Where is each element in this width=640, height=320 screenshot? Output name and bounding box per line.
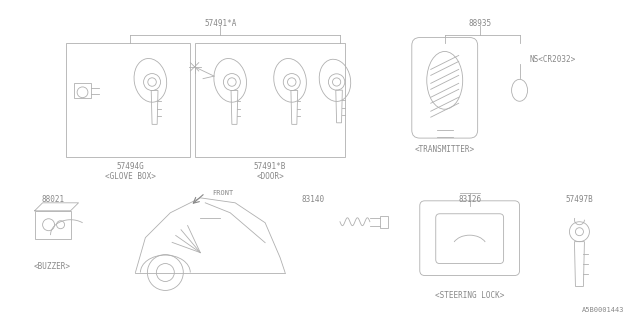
Text: 57497B: 57497B [566, 195, 593, 204]
Bar [74, 83, 92, 98]
Text: 57491*A: 57491*A [204, 19, 236, 28]
Text: 57494G: 57494G [116, 162, 144, 171]
Text: <GLOVE BOX>: <GLOVE BOX> [105, 172, 156, 181]
Text: <DOOR>: <DOOR> [256, 172, 284, 181]
Bar [380, 216, 388, 228]
Text: 88935: 88935 [468, 19, 492, 28]
Text: <BUZZER>: <BUZZER> [34, 261, 71, 270]
Text: 88021: 88021 [41, 195, 64, 204]
Bar [35, 211, 70, 239]
Text: A5B0001443: A5B0001443 [582, 307, 625, 313]
Text: NS<CR2032>: NS<CR2032> [529, 55, 576, 64]
Text: 57491*B: 57491*B [254, 162, 286, 171]
Text: <TRANSMITTER>: <TRANSMITTER> [415, 145, 475, 154]
Bar [195, 43, 345, 157]
Bar [65, 43, 190, 157]
Text: 83126: 83126 [458, 195, 481, 204]
Text: 83140: 83140 [302, 195, 325, 204]
Text: <STEERING LOCK>: <STEERING LOCK> [435, 292, 504, 300]
Text: FRONT: FRONT [212, 190, 234, 196]
